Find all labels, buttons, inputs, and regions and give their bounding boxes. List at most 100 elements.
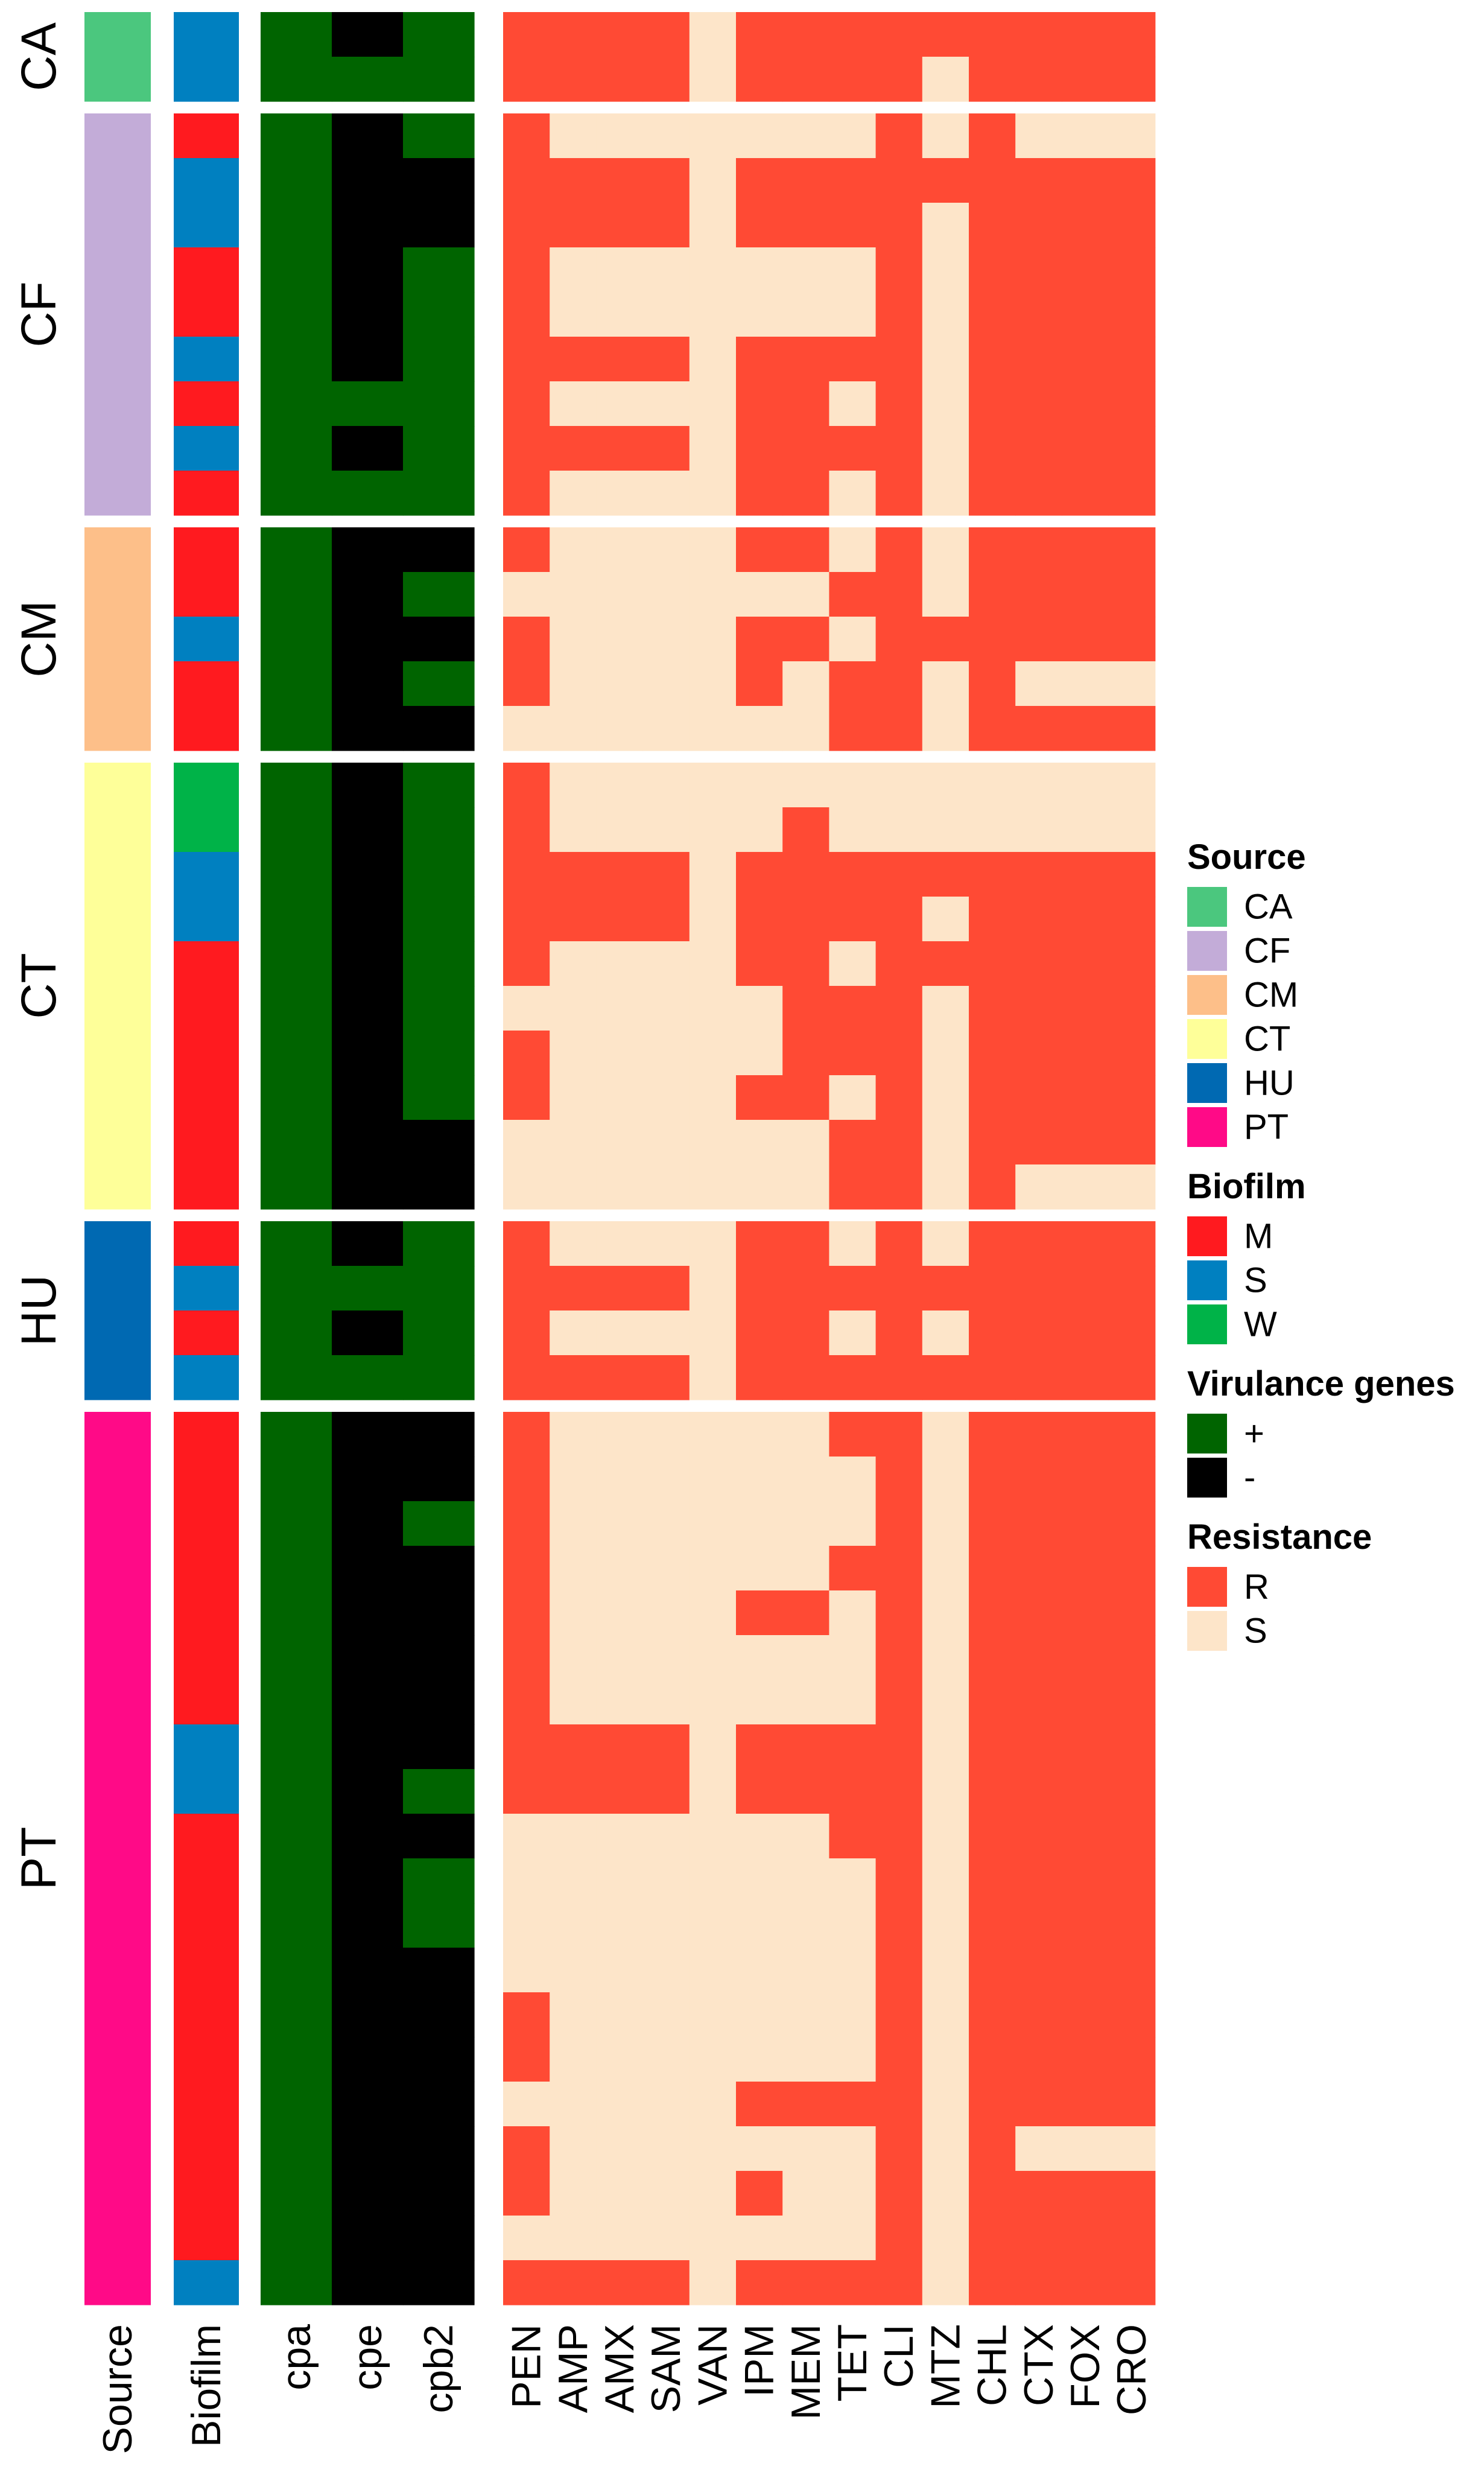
resistance-cell-cf-r3-van — [689, 203, 737, 248]
resistance-cell-cf-r2-mtz — [922, 158, 969, 203]
resistance-cell-cf-r4-cro — [1108, 247, 1156, 293]
resistance-cell-cf-r9-cli — [875, 471, 923, 516]
row-group-label-hu: HU — [11, 1275, 66, 1346]
resistance-cell-cf-r2-cro — [1108, 158, 1156, 203]
resistance-cell-ct-r4-cli — [875, 897, 923, 942]
resistance-cell-hu-r1-cro — [1108, 1221, 1156, 1266]
virulence-cell-ct-r8-cpe — [332, 1075, 404, 1120]
resistance-cell-pt-r13-ctx — [1015, 1948, 1062, 1993]
resistance-cell-cm-r3-sam — [642, 617, 690, 662]
resistance-cell-cm-r4-sam — [642, 661, 690, 707]
resistance-cell-cf-r3-tet — [829, 203, 877, 248]
resistance-cell-pt-r9-mem — [782, 1769, 829, 1814]
biofilm-cell-cm-r4 — [174, 661, 239, 707]
resistance-cell-ct-r1-tet — [829, 763, 877, 808]
resistance-cell-pt-r14-mtz — [922, 1992, 969, 2038]
resistance-cell-pt-r2-ctx — [1015, 1457, 1062, 1502]
virulence-cell-cf-r2-cpe — [332, 158, 404, 203]
virulence-cell-hu-r1-cpa — [261, 1221, 332, 1266]
resistance-cell-pt-r6-mtz — [922, 1635, 969, 1680]
resistance-cell-cf-r8-chl — [969, 426, 1016, 471]
resistance-cell-pt-r19-fox — [1062, 2216, 1109, 2261]
resistance-cell-pt-r5-cli — [875, 1590, 923, 1636]
virulence-cell-pt-r3-cpb2 — [403, 1501, 475, 1546]
resistance-cell-ca-r1-pen — [503, 12, 550, 57]
virulence-cell-ca-r2-cpe — [332, 57, 404, 102]
resistance-cell-ct-r2-cli — [875, 807, 923, 853]
resistance-cell-cm-r1-pen — [503, 527, 550, 573]
resistance-cell-cf-r5-pen — [503, 292, 550, 337]
virulence-cell-hu-r2-cpe — [332, 1266, 404, 1311]
resistance-cell-pt-r7-cli — [875, 1680, 923, 1725]
virulence-cell-ca-r2-cpa — [261, 57, 332, 102]
biofilm-cell-pt-r11 — [174, 1858, 239, 1904]
virulence-cell-pt-r11-cpa — [261, 1858, 332, 1904]
resistance-cell-pt-r6-mem — [782, 1635, 829, 1680]
virulence-cell-pt-r7-cpb2 — [403, 1680, 475, 1725]
resistance-cell-ct-r6-van — [689, 986, 737, 1031]
column-label-cro: CRO — [1109, 2324, 1155, 2415]
biofilm-cell-ct-r9 — [174, 1120, 239, 1165]
legend-label-source-cf: CF — [1244, 932, 1290, 971]
resistance-cell-hu-r1-mtz — [922, 1221, 969, 1266]
resistance-cell-cf-r9-mem — [782, 471, 829, 516]
legend-swatch-source-ct — [1187, 1019, 1227, 1059]
virulence-cell-hu-r2-cpb2 — [403, 1266, 475, 1311]
virulence-cell-pt-r7-cpa — [261, 1680, 332, 1725]
resistance-cell-cm-r2-cli — [875, 572, 923, 617]
resistance-cell-cf-r6-amp — [550, 337, 597, 382]
resistance-cell-pt-r15-amp — [550, 2037, 597, 2082]
resistance-cell-cf-r8-ipm — [736, 426, 783, 471]
virulence-cell-cm-r1-cpe — [332, 527, 404, 573]
resistance-cell-ct-r8-fox — [1062, 1075, 1109, 1120]
virulence-cell-pt-r19-cpa — [261, 2216, 332, 2261]
resistance-cell-pt-r5-mtz — [922, 1590, 969, 1636]
resistance-cell-cf-r4-ipm — [736, 247, 783, 293]
virulence-cell-ct-r9-cpa — [261, 1120, 332, 1165]
resistance-cell-ct-r4-cro — [1108, 897, 1156, 942]
resistance-cell-pt-r9-chl — [969, 1769, 1016, 1814]
resistance-cell-ct-r2-ipm — [736, 807, 783, 853]
biofilm-cell-pt-r2 — [174, 1457, 239, 1502]
resistance-cell-hu-r4-sam — [642, 1355, 690, 1400]
legend-label-virulence-minus: - — [1244, 1458, 1255, 1498]
resistance-cell-ct-r10-cli — [875, 1164, 923, 1210]
resistance-cell-pt-r3-chl — [969, 1501, 1016, 1546]
resistance-cell-cf-r8-tet — [829, 426, 877, 471]
resistance-cell-cm-r4-fox — [1062, 661, 1109, 707]
resistance-cell-pt-r3-pen — [503, 1501, 550, 1546]
resistance-cell-pt-r1-chl — [969, 1412, 1016, 1457]
resistance-cell-pt-r17-mem — [782, 2126, 829, 2171]
resistance-cell-ct-r2-van — [689, 807, 737, 853]
resistance-cell-cm-r5-ipm — [736, 706, 783, 751]
resistance-cell-ct-r9-chl — [969, 1120, 1016, 1165]
legend-swatch-source-cm — [1187, 975, 1227, 1015]
resistance-cell-pt-r19-chl — [969, 2216, 1016, 2261]
biofilm-cell-ct-r1 — [174, 763, 239, 808]
resistance-cell-pt-r8-cli — [875, 1724, 923, 1770]
resistance-cell-pt-r14-amp — [550, 1992, 597, 2038]
resistance-cell-pt-r17-fox — [1062, 2126, 1109, 2171]
resistance-cell-pt-r13-mtz — [922, 1948, 969, 1993]
biofilm-cell-cf-r8 — [174, 426, 239, 471]
resistance-cell-cf-r1-fox — [1062, 113, 1109, 159]
virulence-cell-ca-r1-cpa — [261, 12, 332, 57]
resistance-cell-pt-r5-sam — [642, 1590, 690, 1636]
resistance-cell-hu-r3-mem — [782, 1310, 829, 1356]
resistance-cell-ct-r7-van — [689, 1031, 737, 1076]
resistance-cell-cf-r9-amx — [596, 471, 644, 516]
resistance-cell-cf-r8-sam — [642, 426, 690, 471]
column-label-tet: TET — [829, 2324, 875, 2401]
resistance-cell-pt-r13-pen — [503, 1948, 550, 1993]
resistance-cell-pt-r6-fox — [1062, 1635, 1109, 1680]
legend-swatch-source-hu — [1187, 1063, 1227, 1103]
resistance-cell-pt-r4-amp — [550, 1546, 597, 1591]
resistance-cell-ct-r5-ipm — [736, 941, 783, 986]
resistance-cell-ct-r1-sam — [642, 763, 690, 808]
resistance-cell-pt-r2-cli — [875, 1457, 923, 1502]
resistance-cell-ct-r6-mtz — [922, 986, 969, 1031]
resistance-cell-ct-r8-ctx — [1015, 1075, 1062, 1120]
virulence-cell-pt-r4-cpb2 — [403, 1546, 475, 1591]
resistance-cell-pt-r17-van — [689, 2126, 737, 2171]
